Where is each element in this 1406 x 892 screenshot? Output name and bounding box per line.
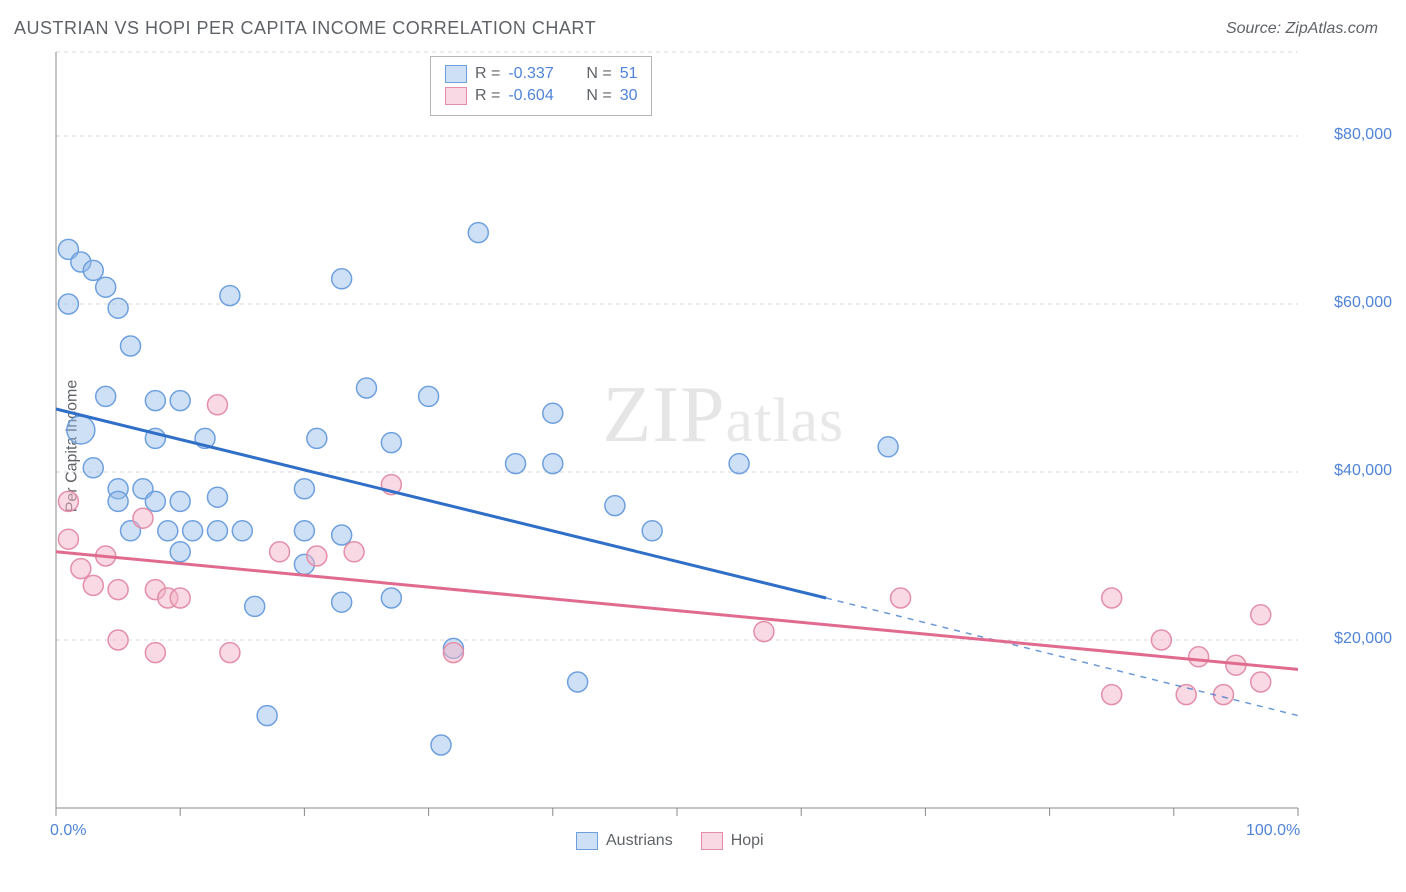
y-tick-label: $20,000 xyxy=(1312,630,1392,648)
scatter-point xyxy=(1251,672,1271,692)
scatter-point xyxy=(83,260,103,280)
legend-row: R = -0.337N = 51 xyxy=(445,63,637,85)
scatter-point xyxy=(605,496,625,516)
scatter-point xyxy=(1251,605,1271,625)
scatter-chart: $20,000$40,000$60,000$80,0000.0%100.0% xyxy=(56,52,1298,808)
legend-swatch xyxy=(701,832,723,850)
y-tick-label: $60,000 xyxy=(1312,294,1392,312)
scatter-point xyxy=(96,277,116,297)
scatter-point xyxy=(207,521,227,541)
scatter-point xyxy=(170,588,190,608)
scatter-point xyxy=(307,546,327,566)
legend-swatch xyxy=(445,87,467,105)
scatter-point xyxy=(1102,588,1122,608)
scatter-point xyxy=(58,491,78,511)
scatter-point xyxy=(83,458,103,478)
chart-title: AUSTRIAN VS HOPI PER CAPITA INCOME CORRE… xyxy=(14,18,596,39)
scatter-point xyxy=(145,391,165,411)
scatter-point xyxy=(878,437,898,457)
legend-swatch xyxy=(445,65,467,83)
scatter-point xyxy=(170,491,190,511)
scatter-point xyxy=(1151,630,1171,650)
scatter-point xyxy=(58,294,78,314)
scatter-point xyxy=(133,508,153,528)
scatter-point xyxy=(220,286,240,306)
scatter-point xyxy=(332,592,352,612)
x-tick-label: 100.0% xyxy=(1246,822,1300,840)
correlation-legend: R = -0.337N = 51R = -0.604N = 30 xyxy=(430,56,652,116)
scatter-point xyxy=(245,596,265,616)
scatter-point xyxy=(145,491,165,511)
scatter-point xyxy=(158,521,178,541)
scatter-point xyxy=(307,428,327,448)
scatter-point xyxy=(381,588,401,608)
chart-source: Source: ZipAtlas.com xyxy=(1226,20,1378,38)
legend-item: Hopi xyxy=(701,832,764,850)
scatter-point xyxy=(121,336,141,356)
x-tick-label: 0.0% xyxy=(50,822,86,840)
scatter-point xyxy=(108,491,128,511)
scatter-point xyxy=(96,386,116,406)
scatter-point xyxy=(145,643,165,663)
scatter-point xyxy=(270,542,290,562)
legend-item: Austrians xyxy=(576,832,673,850)
scatter-point xyxy=(344,542,364,562)
scatter-point xyxy=(1213,685,1233,705)
scatter-point xyxy=(207,395,227,415)
scatter-point xyxy=(294,479,314,499)
y-tick-label: $40,000 xyxy=(1312,462,1392,480)
scatter-point xyxy=(468,223,488,243)
scatter-point xyxy=(381,433,401,453)
legend-label: Austrians xyxy=(606,832,673,850)
scatter-point xyxy=(729,454,749,474)
scatter-point xyxy=(232,521,252,541)
scatter-point xyxy=(357,378,377,398)
scatter-point xyxy=(220,643,240,663)
scatter-point xyxy=(71,559,91,579)
scatter-point xyxy=(332,269,352,289)
scatter-point xyxy=(1176,685,1196,705)
scatter-point xyxy=(67,416,95,444)
scatter-point xyxy=(506,454,526,474)
scatter-point xyxy=(431,735,451,755)
y-tick-label: $80,000 xyxy=(1312,126,1392,144)
scatter-point xyxy=(207,487,227,507)
scatter-point xyxy=(1102,685,1122,705)
scatter-point xyxy=(642,521,662,541)
scatter-point xyxy=(170,542,190,562)
scatter-point xyxy=(108,580,128,600)
scatter-point xyxy=(1189,647,1209,667)
scatter-point xyxy=(891,588,911,608)
scatter-point xyxy=(543,403,563,423)
scatter-point xyxy=(170,391,190,411)
scatter-point xyxy=(58,529,78,549)
scatter-point xyxy=(108,298,128,318)
scatter-point xyxy=(257,706,277,726)
scatter-point xyxy=(754,622,774,642)
legend-label: Hopi xyxy=(731,832,764,850)
scatter-point xyxy=(294,521,314,541)
scatter-point xyxy=(443,643,463,663)
scatter-point xyxy=(332,525,352,545)
scatter-point xyxy=(108,630,128,650)
scatter-point xyxy=(419,386,439,406)
scatter-point xyxy=(568,672,588,692)
legend-swatch xyxy=(576,832,598,850)
series-legend: Austrians Hopi xyxy=(576,832,764,850)
scatter-point xyxy=(83,575,103,595)
legend-row: R = -0.604N = 30 xyxy=(445,85,637,107)
scatter-point xyxy=(543,454,563,474)
scatter-point xyxy=(183,521,203,541)
